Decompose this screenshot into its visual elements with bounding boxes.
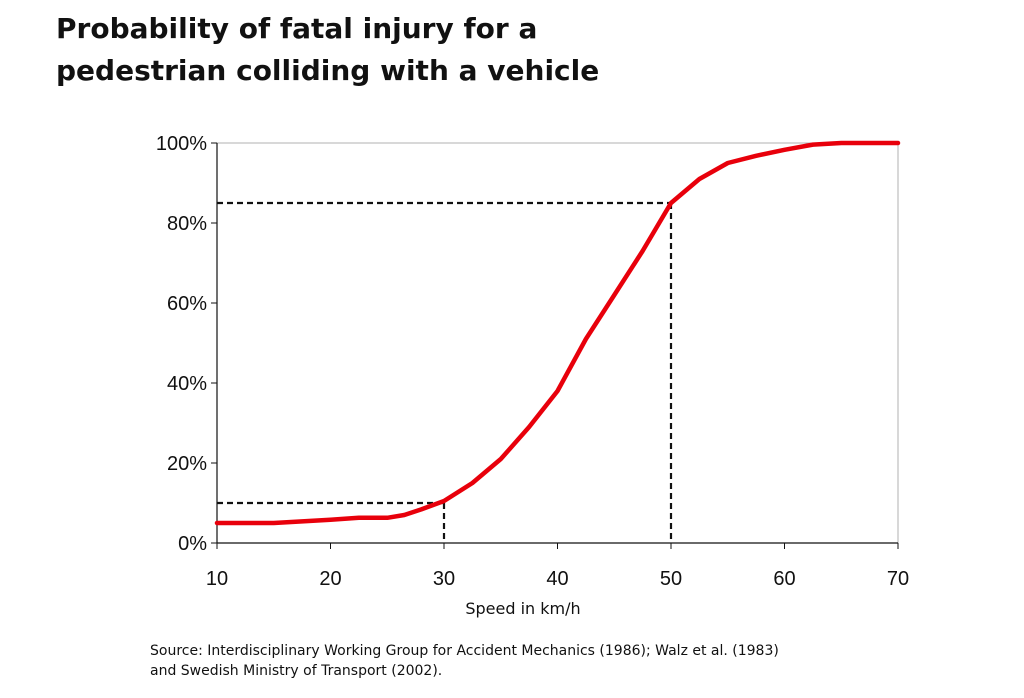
source-note-line-2: and Swedish Ministry of Transport (2002)… bbox=[150, 663, 443, 679]
fatality-probability-line bbox=[214, 140, 901, 526]
x-tick-label: 40 bbox=[546, 568, 568, 590]
y-axis-ticks: 0% 20% 40% 60% 80% 100% bbox=[156, 133, 217, 555]
x-axis-label: Speed in km/h bbox=[465, 599, 580, 618]
chart-title-line-1: Probability of fatal injury for a bbox=[56, 12, 538, 45]
y-tick-label: 20% bbox=[167, 453, 207, 475]
x-tick-label: 60 bbox=[773, 568, 795, 590]
x-tick-label: 70 bbox=[887, 568, 909, 590]
x-tick-label: 30 bbox=[433, 568, 455, 590]
x-tick-label: 50 bbox=[660, 568, 682, 590]
source-note-line-1: Source: Interdisciplinary Working Group … bbox=[150, 643, 779, 659]
y-tick-label: 60% bbox=[167, 293, 207, 315]
y-tick-label: 80% bbox=[167, 213, 207, 235]
chart-title-line-2: pedestrian colliding with a vehicle bbox=[56, 54, 600, 87]
x-tick-label: 20 bbox=[319, 568, 341, 590]
source-note: Source: Interdisciplinary Working Group … bbox=[150, 641, 910, 681]
x-axis-ticks: 10 20 30 40 50 60 70 bbox=[206, 543, 909, 590]
y-tick-label: 0% bbox=[178, 533, 207, 555]
x-tick-label: 10 bbox=[206, 568, 228, 590]
y-tick-label: 40% bbox=[167, 373, 207, 395]
chart-title: Probability of fatal injury for a pedest… bbox=[56, 8, 776, 92]
reference-lines bbox=[217, 201, 673, 543]
series-group bbox=[214, 140, 901, 526]
y-tick-label: 100% bbox=[156, 133, 207, 155]
